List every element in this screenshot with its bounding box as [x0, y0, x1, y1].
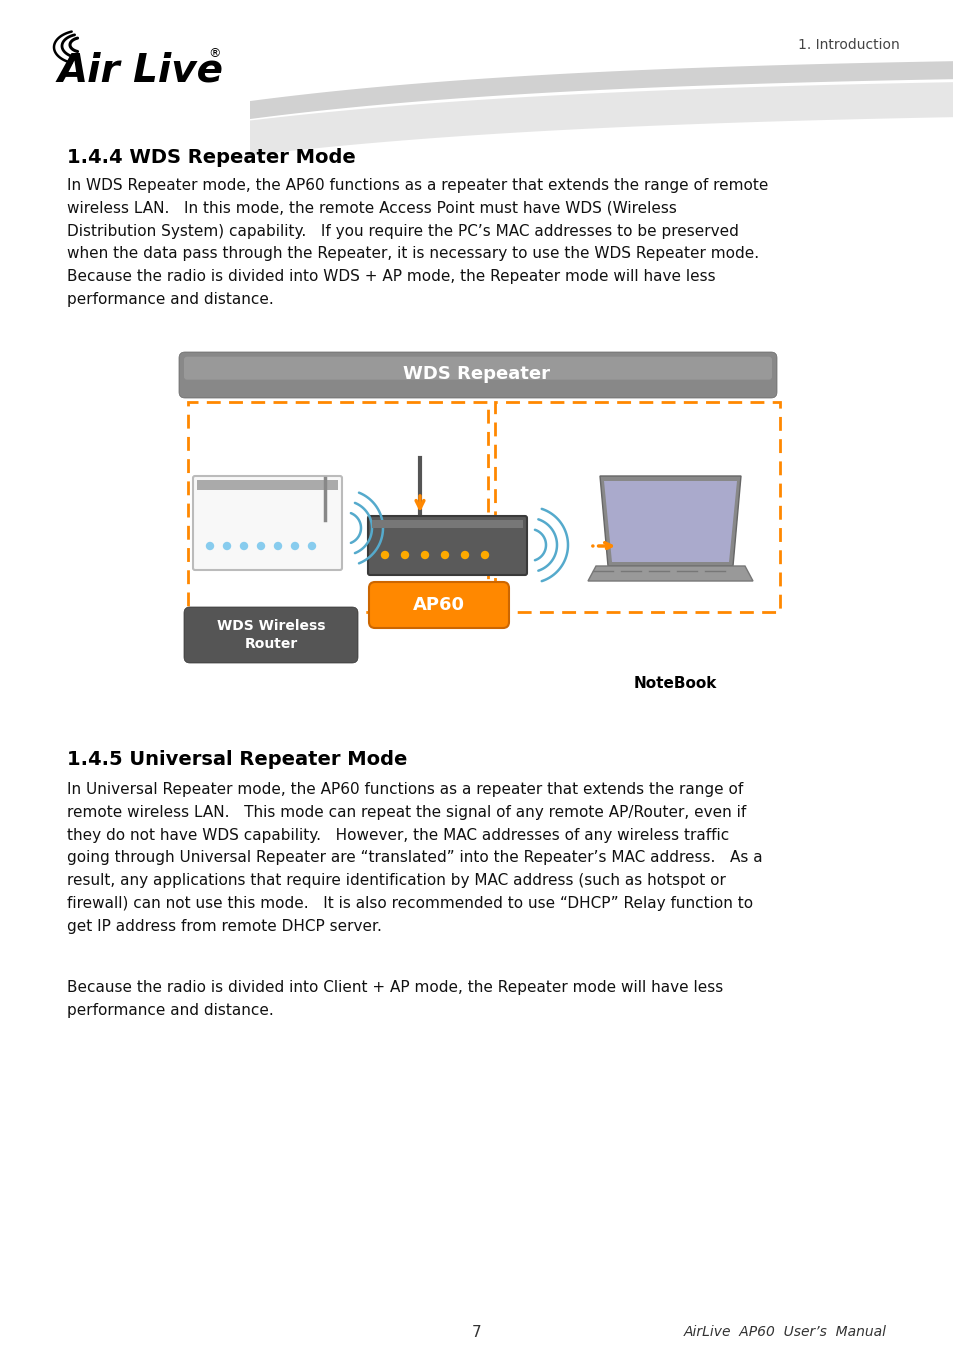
FancyBboxPatch shape [184, 608, 357, 663]
Circle shape [292, 543, 298, 549]
Text: Air Live: Air Live [58, 53, 224, 90]
Text: AirLive  AP60  User’s  Manual: AirLive AP60 User’s Manual [683, 1324, 886, 1339]
Polygon shape [587, 566, 752, 580]
Polygon shape [250, 61, 953, 119]
Circle shape [240, 543, 247, 549]
FancyBboxPatch shape [193, 477, 341, 570]
Text: In WDS Repeater mode, the AP60 functions as a repeater that extends the range of: In WDS Repeater mode, the AP60 functions… [67, 178, 767, 306]
Text: NoteBook: NoteBook [633, 676, 716, 691]
Polygon shape [599, 477, 740, 566]
Circle shape [308, 543, 315, 549]
Text: 1.4.4 WDS Repeater Mode: 1.4.4 WDS Repeater Mode [67, 148, 355, 167]
FancyBboxPatch shape [179, 352, 776, 398]
Text: WDS Wireless
Router: WDS Wireless Router [216, 620, 325, 651]
Polygon shape [603, 481, 737, 562]
Circle shape [381, 552, 388, 559]
Circle shape [223, 543, 231, 549]
Circle shape [441, 552, 448, 559]
Text: In Universal Repeater mode, the AP60 functions as a repeater that extends the ra: In Universal Repeater mode, the AP60 fun… [67, 782, 761, 934]
Text: ®: ® [208, 47, 220, 59]
FancyBboxPatch shape [368, 516, 526, 575]
Circle shape [257, 543, 264, 549]
Circle shape [421, 552, 428, 559]
Bar [188, 402, 488, 612]
Text: 1. Introduction: 1. Introduction [798, 38, 899, 53]
Text: 1.4.5 Universal Repeater Mode: 1.4.5 Universal Repeater Mode [67, 751, 407, 769]
FancyBboxPatch shape [369, 582, 509, 628]
Circle shape [206, 543, 213, 549]
Polygon shape [250, 82, 953, 155]
Text: 7: 7 [472, 1324, 481, 1341]
Bar [196, 481, 337, 490]
FancyBboxPatch shape [184, 356, 771, 379]
Bar [495, 402, 780, 612]
Bar [372, 520, 522, 528]
Text: AP60: AP60 [413, 595, 464, 614]
Circle shape [461, 552, 468, 559]
Text: WDS Repeater: WDS Repeater [403, 366, 550, 383]
Text: Because the radio is divided into Client + AP mode, the Repeater mode will have : Because the radio is divided into Client… [67, 980, 722, 1018]
Circle shape [401, 552, 408, 559]
Circle shape [274, 543, 281, 549]
Circle shape [481, 552, 488, 559]
